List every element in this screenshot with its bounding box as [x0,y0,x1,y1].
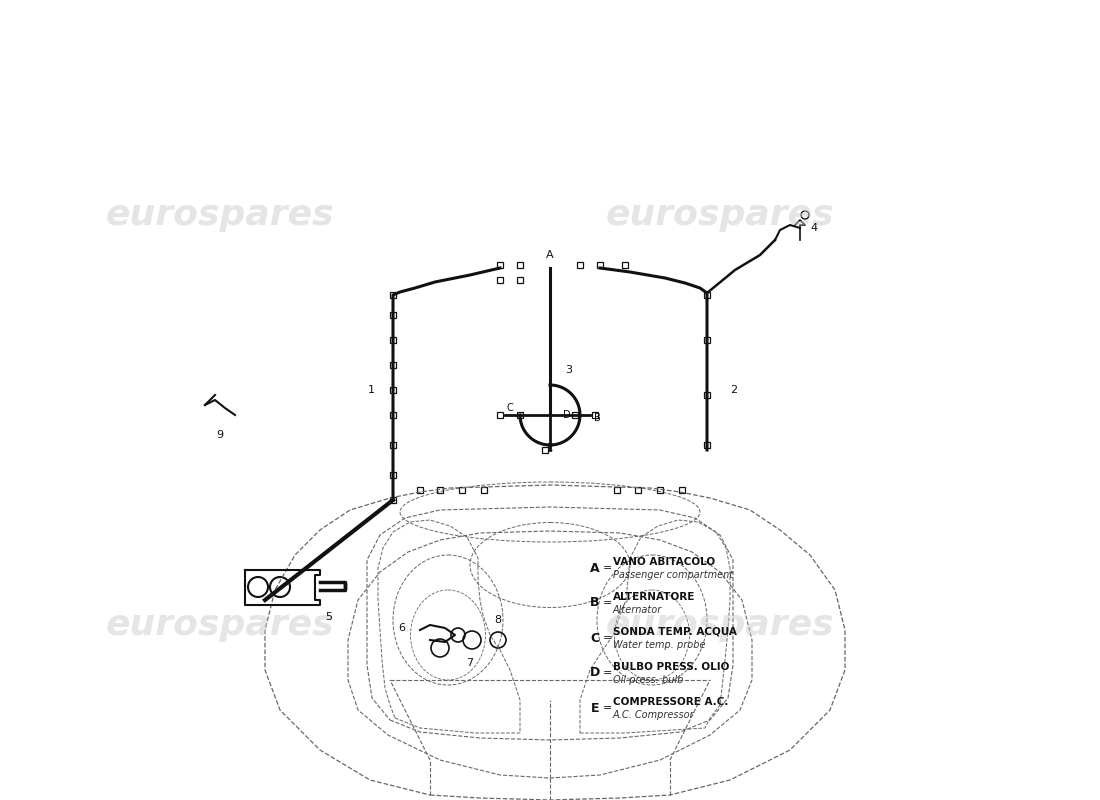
Bar [390,442,396,448]
Text: eurospares: eurospares [606,608,834,642]
Bar [390,497,396,503]
Bar [635,487,641,493]
Text: =: = [603,598,613,608]
Text: =: = [603,668,613,678]
Bar [390,337,396,343]
Bar [417,487,424,493]
Bar [614,487,620,493]
Text: B: B [591,597,600,610]
Text: 2: 2 [730,385,737,395]
Bar [657,487,663,493]
Bar [390,292,396,298]
Bar [679,487,685,493]
Text: 9: 9 [217,430,223,440]
Bar [542,447,548,453]
Text: E: E [591,702,600,714]
Bar [390,362,396,368]
Text: =: = [603,633,613,643]
Text: D: D [563,410,571,420]
Bar [517,262,522,268]
Bar [517,412,522,418]
Bar [704,392,710,398]
Text: 7: 7 [466,658,474,668]
Text: 3: 3 [565,365,572,375]
Bar [572,412,578,418]
Text: B: B [594,413,601,423]
Text: A: A [547,250,553,260]
Text: 5: 5 [324,612,332,622]
Bar [437,487,443,493]
Bar [390,387,396,393]
Bar [704,292,710,298]
Text: D: D [590,666,601,679]
Bar [592,412,598,418]
Bar [459,487,465,493]
Bar [390,472,396,478]
Bar [578,262,583,268]
Text: A.C. Compressor: A.C. Compressor [613,710,694,720]
Bar [597,262,603,268]
Text: =: = [603,563,613,573]
Text: eurospares: eurospares [106,198,334,232]
Text: Oil press. bulb: Oil press. bulb [613,675,683,685]
Bar [517,277,522,283]
Text: E: E [547,443,553,453]
Text: Passenger compartment: Passenger compartment [613,570,733,580]
Bar [497,262,503,268]
Bar [497,277,503,283]
Text: 6: 6 [398,623,405,633]
Text: eurospares: eurospares [106,608,334,642]
Text: ALTERNATORE: ALTERNATORE [613,592,695,602]
Bar [481,487,487,493]
Text: BULBO PRESS. OLIO: BULBO PRESS. OLIO [613,662,729,672]
Bar [621,262,628,268]
Bar [704,442,710,448]
Text: =: = [603,703,613,713]
Text: 1: 1 [368,385,375,395]
Text: A: A [591,562,600,574]
Text: eurospares: eurospares [606,198,834,232]
Text: COMPRESSORE A.C.: COMPRESSORE A.C. [613,697,728,707]
Bar [390,312,396,318]
Bar [497,412,503,418]
Text: C: C [591,631,600,645]
Bar [704,337,710,343]
Bar [390,412,396,418]
Text: C: C [507,403,514,413]
Text: Water temp. probe: Water temp. probe [613,640,705,650]
Text: VANO ABITACOLO: VANO ABITACOLO [613,557,715,567]
Text: 8: 8 [494,615,502,625]
Text: 4: 4 [810,223,817,233]
Text: Alternator: Alternator [613,605,662,615]
Text: SONDA TEMP. ACQUA: SONDA TEMP. ACQUA [613,627,737,637]
